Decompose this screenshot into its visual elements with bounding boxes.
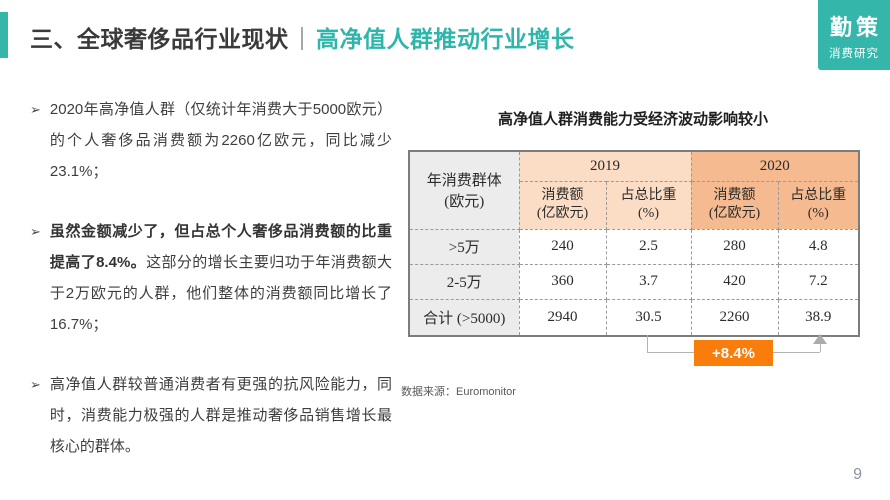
list-item: ➢ 2020年高净值人群（仅统计年消费大于5000欧元）的个人奢侈品消费额为22… xyxy=(30,94,392,187)
data-source-note: 数据来源：Euromonitor xyxy=(401,386,516,398)
arrow-bullet-icon: ➢ xyxy=(30,102,41,117)
column-header: 消费额 (亿欧元) xyxy=(519,181,607,230)
cell-value: 2940 xyxy=(519,299,607,336)
row-label: 合计 (>5000) xyxy=(409,299,520,336)
page-title: 三、全球奢侈品行业现状｜高净值人群推动行业增长 xyxy=(30,20,575,54)
cell-value: 2.5 xyxy=(606,229,692,265)
consumption-table: 年消费群体 (欧元) 2019 2020 消费额 (亿欧元) 占总比重 (%) … xyxy=(408,150,860,337)
page-title-main: 三、全球奢侈品行业现状 xyxy=(30,26,289,52)
bullet-text-bold: 虽然金额减少了，但占总个人奢侈品消费额的比重提高了8.4%。 xyxy=(49,223,392,271)
cell-value: 240 xyxy=(519,229,607,265)
corner-header-line2: (欧元) xyxy=(444,194,485,211)
column-header-line1: 消费额 xyxy=(541,188,584,203)
table-row: 2-5万 360 3.7 420 7.2 xyxy=(409,264,859,300)
column-header: 占总比重 (%) xyxy=(778,181,859,230)
year-header-2019: 2019 xyxy=(519,151,692,182)
column-header-line1: 占总比重 xyxy=(790,188,847,203)
page-title-separator: ｜ xyxy=(290,26,314,52)
bullet-text: 2020年高净值人群（仅统计年消费大于5000欧元）的个人奢侈品消费额为2260… xyxy=(50,94,392,187)
column-header-line2: (%) xyxy=(807,206,829,221)
list-item: ➢ 高净值人群较普通消费者有更强的抗风险能力，同时，消费能力极强的人群是推动奢侈… xyxy=(30,369,392,462)
bullet-text: 高净值人群较普通消费者有更强的抗风险能力，同时，消费能力极强的人群是推动奢侈品销… xyxy=(50,369,392,462)
cell-value: 38.9 xyxy=(805,308,832,325)
column-header: 占总比重 (%) xyxy=(606,181,692,230)
cell-value: 360 xyxy=(519,264,607,300)
column-header-line1: 占总比重 xyxy=(620,188,677,203)
cell-value: 4.8 xyxy=(778,229,859,265)
bullet-text-normal: 高净值人群较普通消费者有更强的抗风险能力，同时，消费能力极强的人群是推动奢侈品销… xyxy=(49,376,392,455)
table-row: >5万 240 2.5 280 4.8 xyxy=(409,229,859,265)
brand-logo-name: 勤策 xyxy=(829,14,882,40)
brand-logo: 勤策 消费研究 xyxy=(818,0,890,70)
table-title: 高净值人群消费能力受经济波动影响较小 xyxy=(497,111,768,128)
row-label: >5万 xyxy=(409,229,520,265)
arrow-bullet-icon: ➢ xyxy=(30,224,41,239)
row-label: 2-5万 xyxy=(409,264,520,300)
corner-header-line1: 年消费群体 xyxy=(426,173,502,190)
bullet-text: 虽然金额减少了，但占总个人奢侈品消费额的比重提高了8.4%。这部分的增长主要归功… xyxy=(50,216,392,340)
cell-value: 30.5 xyxy=(606,299,692,336)
page-number: 9 xyxy=(853,466,862,483)
year-header-2020: 2020 xyxy=(691,151,859,182)
cell-value: 420 xyxy=(691,264,779,300)
title-accent-bar xyxy=(0,12,8,58)
column-header-line1: 消费额 xyxy=(713,188,756,203)
cell-value: 280 xyxy=(691,229,779,265)
brand-logo-subtitle: 消费研究 xyxy=(829,47,879,60)
up-arrow-icon xyxy=(813,334,827,344)
bullet-list: ➢ 2020年高净值人群（仅统计年消费大于5000欧元）的个人奢侈品消费额为22… xyxy=(30,94,392,491)
column-header-line2: (%) xyxy=(638,206,659,221)
cell-value: 2260 xyxy=(691,299,779,336)
list-item: ➢ 虽然金额减少了，但占总个人奢侈品消费额的比重提高了8.4%。这部分的增长主要… xyxy=(30,216,392,340)
column-header: 消费额 (亿欧元) xyxy=(691,181,779,230)
column-header-line2: (亿欧元) xyxy=(536,206,589,221)
column-header-line2: (亿欧元) xyxy=(708,206,761,221)
table-row-total: 合计 (>5000) 2940 30.5 2260 38.9 xyxy=(409,299,859,336)
annotation-line-right xyxy=(820,344,821,352)
bullet-text-normal: 2020年高净值人群（仅统计年消费大于5000欧元）的个人奢侈品消费额为2260… xyxy=(49,101,392,180)
growth-badge: +8.4% xyxy=(694,340,773,366)
annotation-line-left xyxy=(647,335,648,352)
table-corner-header: 年消费群体 (欧元) xyxy=(409,151,520,230)
bullet-text-normal: 这部分的增长主要归功于年消费额大于2万欧元的人群，他们整体的消费额同比增长了16… xyxy=(49,254,392,333)
arrow-bullet-icon: ➢ xyxy=(30,377,41,392)
cell-value: 7.2 xyxy=(778,264,859,300)
cell-value: 3.7 xyxy=(606,264,692,300)
page-title-highlight: 高净值人群推动行业增长 xyxy=(316,26,575,52)
